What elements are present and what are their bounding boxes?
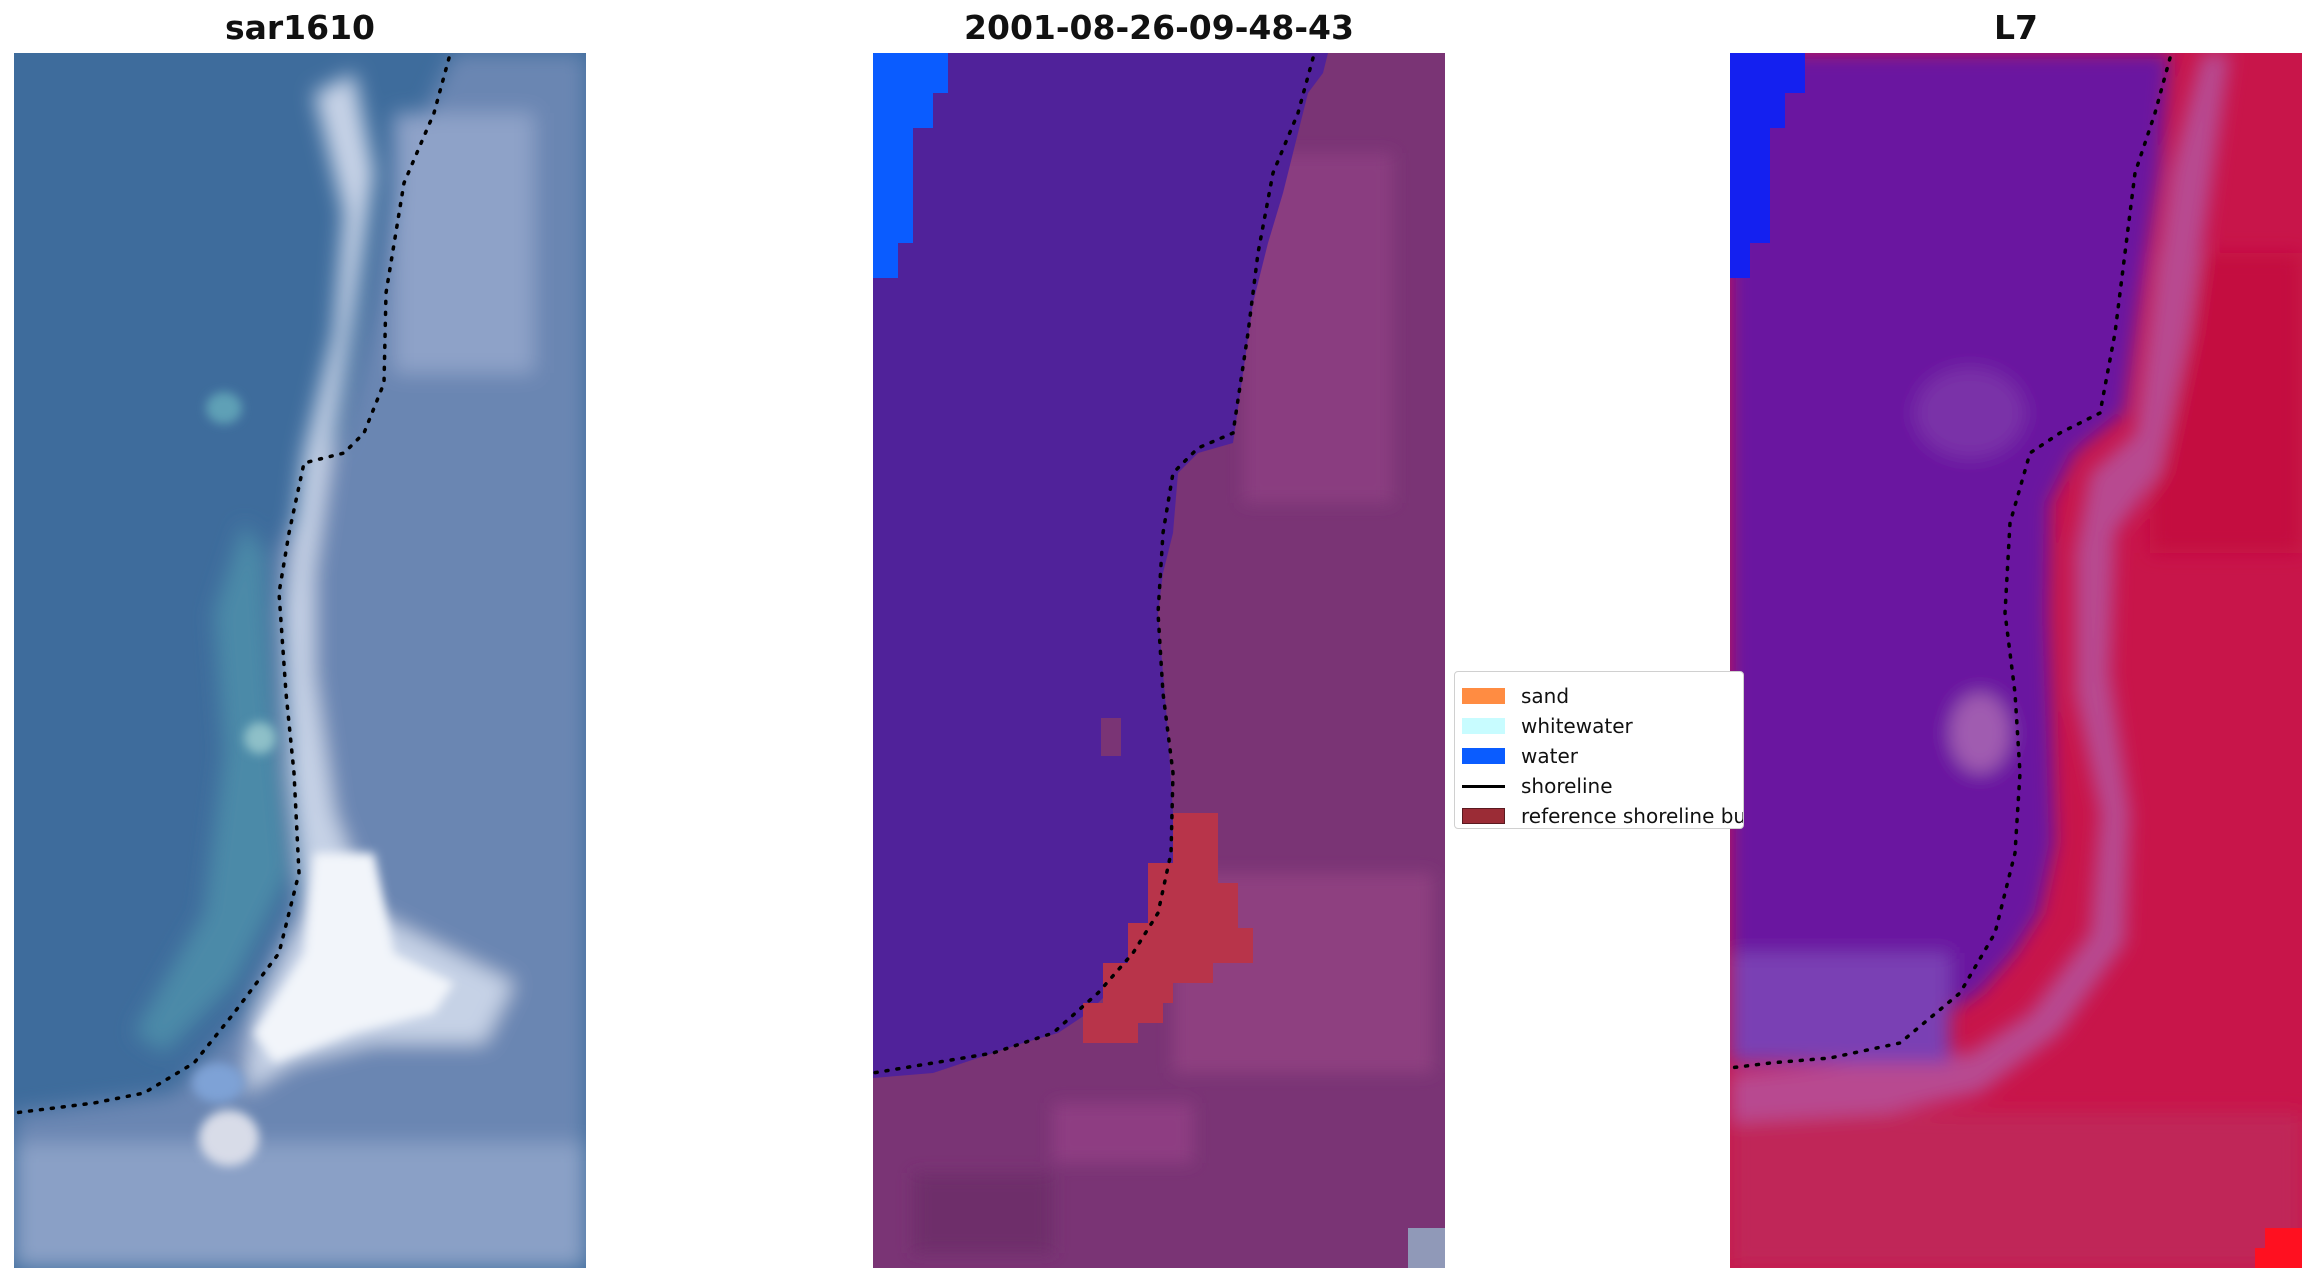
shoreline-trace: [14, 56, 451, 1115]
panel-title-rgb: sar1610: [224, 8, 376, 47]
panel-title-classified: 2001-08-26-09-48-43: [964, 8, 1354, 47]
shoreline-line-swatch: [1462, 784, 1505, 788]
legend-entry-sand: sand: [1462, 683, 1569, 709]
legend-label: sand: [1521, 684, 1570, 708]
legend-label: shoreline: [1521, 774, 1613, 798]
panel-title-index: L7: [1994, 8, 2038, 47]
legend-label: whitewater: [1521, 714, 1633, 738]
legend-entry-whitewater: whitewater: [1462, 713, 1633, 739]
sand-swatch: [1462, 688, 1505, 704]
shoreline-trace: [1730, 56, 2172, 1070]
legend-entry-reference-shoreline-buffer: reference shoreline buffer: [1462, 803, 1743, 828]
reference-buffer-swatch: [1462, 808, 1505, 824]
legend-label: water: [1521, 744, 1578, 768]
water-swatch: [1462, 748, 1505, 764]
shoreline-trace: [873, 56, 1315, 1075]
legend-label: reference shoreline buffer: [1521, 804, 1743, 828]
legend-entry-water: water: [1462, 743, 1578, 769]
index-image: [1730, 53, 2302, 1268]
legend: sand whitewater water shoreline referenc…: [1454, 671, 1744, 829]
classified-image: [873, 53, 1445, 1268]
rgb-satellite-image: [14, 53, 586, 1268]
whitewater-swatch: [1462, 718, 1505, 734]
legend-entry-shoreline: shoreline: [1462, 773, 1613, 799]
